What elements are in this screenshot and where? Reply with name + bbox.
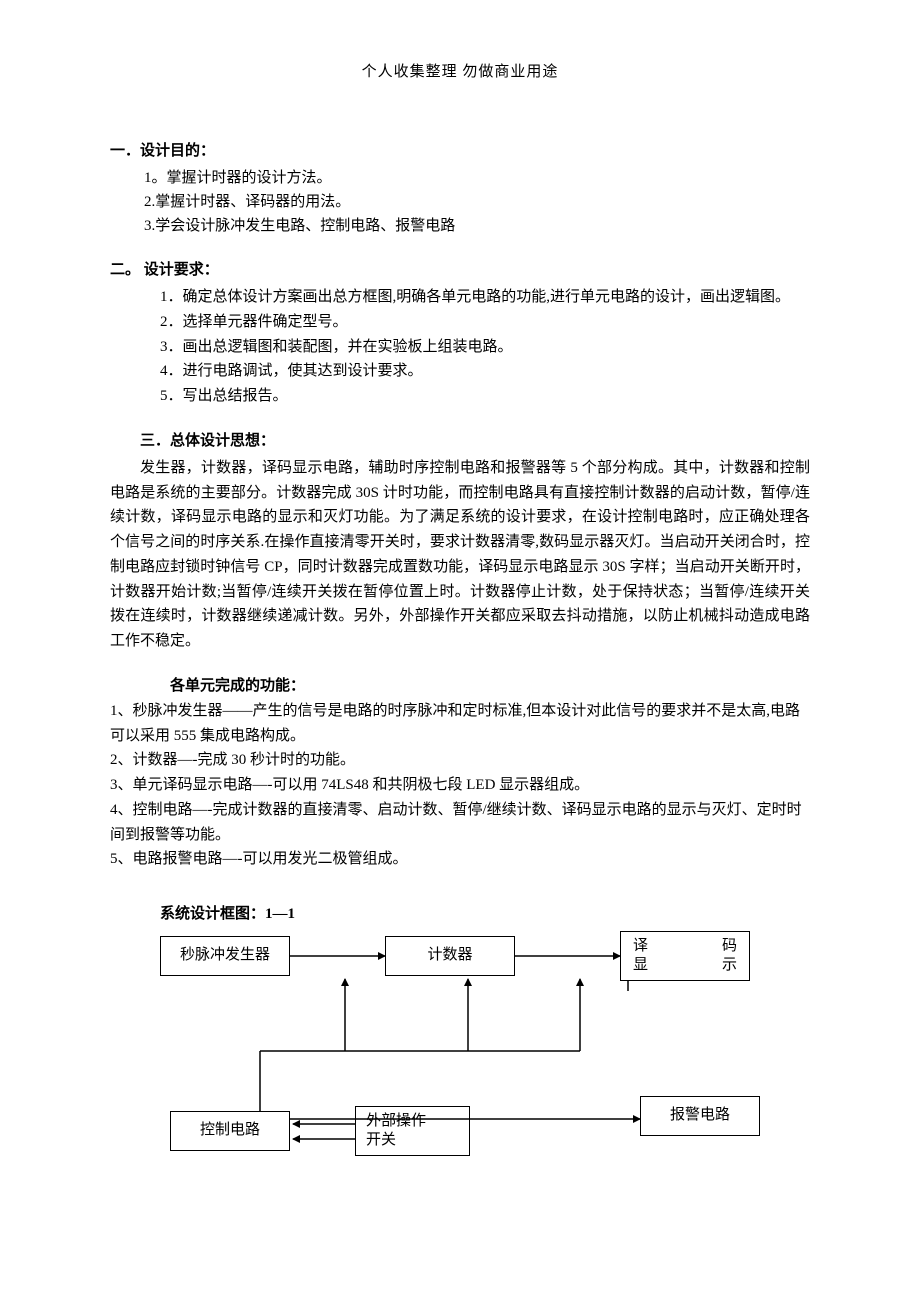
sec3-para: 发生器，计数器，译码显示电路，辅助时序控制电路和报警器等 5 个部分构成。其中，…: [110, 456, 810, 654]
sec3-title: 三．总体设计思想：: [110, 429, 810, 450]
sec2-item: 3．画出总逻辑图和装配图，并在实验板上组装电路。: [160, 335, 810, 360]
sec4-item: 3、单元译码显示电路—-可以用 74LS48 和共阴极七段 LED 显示器组成。: [110, 773, 810, 798]
sec2-item: 1．确定总体设计方案画出总方框图,明确各单元电路的功能,进行单元电路的设计，画出…: [160, 285, 810, 310]
diagram-title: 系统设计框图：1—1: [110, 902, 810, 923]
sec4-item: 5、电路报警电路—-可以用发光二极管组成。: [110, 847, 810, 872]
diagram-wires: [150, 931, 850, 1191]
system-block-diagram: 秒脉冲发生器 计数器 译 码 显 示 控制电路 外部操作 开关 报警电路: [150, 931, 850, 1191]
sec2-item: 5．写出总结报告。: [160, 384, 810, 409]
sec1-item: 3.学会设计脉冲发生电路、控制电路、报警电路: [144, 214, 810, 238]
sec2-title: 二。 设计要求：: [110, 258, 810, 279]
sec2-item: 2．选择单元器件确定型号。: [160, 310, 810, 335]
sec4-item: 2、计数器—-完成 30 秒计时的功能。: [110, 748, 810, 773]
page-header: 个人收集整理 勿做商业用途: [110, 60, 810, 81]
sec4-item: 4、控制电路—-完成计数器的直接清零、启动计数、暂停/继续计数、译码显示电路的显…: [110, 798, 810, 848]
sec4-title: 各单元完成的功能：: [110, 674, 810, 695]
sec1-item: 2.掌握计时器、译码器的用法。: [144, 190, 810, 214]
sec1-title: 一．设计目的：: [110, 139, 810, 160]
sec4-item: 1、秒脉冲发生器——产生的信号是电路的时序脉冲和定时标准,但本设计对此信号的要求…: [110, 699, 810, 749]
sec1-item: 1。掌握计时器的设计方法。: [144, 166, 810, 190]
sec2-item: 4．进行电路调试，使其达到设计要求。: [160, 359, 810, 384]
